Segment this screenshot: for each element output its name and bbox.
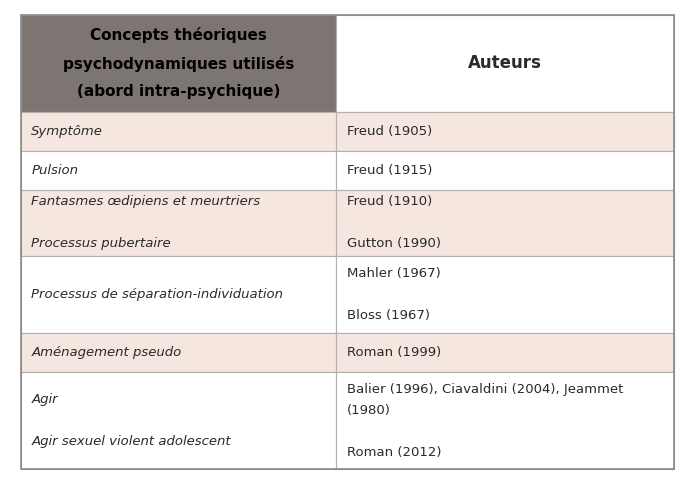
Text: Aménagement pseudo: Aménagement pseudo [31, 347, 181, 359]
Text: Agir

Agir sexuel violent adolescent: Agir Agir sexuel violent adolescent [31, 393, 231, 448]
Bar [336, 190, 674, 256]
Bar [21, 256, 336, 333]
Text: Freud (1910)

Gutton (1990): Freud (1910) Gutton (1990) [347, 195, 441, 250]
Bar [21, 333, 336, 372]
Bar [21, 112, 336, 151]
Bar [336, 256, 674, 333]
Text: Symptôme: Symptôme [31, 125, 103, 137]
Bar [336, 112, 674, 151]
Text: Pulsion: Pulsion [31, 164, 79, 177]
Text: Freud (1905): Freud (1905) [347, 125, 432, 137]
Bar [21, 15, 336, 112]
Bar [336, 333, 674, 372]
Bar [21, 151, 336, 190]
Bar [336, 372, 674, 469]
Text: Auteurs: Auteurs [468, 54, 542, 72]
Text: Fantasmes œdipiens et meurtriers

Processus pubertaire: Fantasmes œdipiens et meurtriers Process… [31, 195, 261, 250]
Bar [21, 190, 336, 256]
Bar [336, 15, 674, 112]
Text: Processus de séparation-individuation: Processus de séparation-individuation [31, 288, 284, 301]
Text: Roman (1999): Roman (1999) [347, 347, 441, 359]
Text: Mahler (1967)

Bloss (1967): Mahler (1967) Bloss (1967) [347, 267, 441, 322]
Bar [336, 151, 674, 190]
Text: Freud (1915): Freud (1915) [347, 164, 432, 177]
Bar [21, 372, 336, 469]
Text: Balier (1996), Ciavaldini (2004), Jeammet
(1980)

Roman (2012): Balier (1996), Ciavaldini (2004), Jeamme… [347, 383, 623, 459]
Text: Concepts théoriques
psychodynamiques utilisés
(abord intra-psychique): Concepts théoriques psychodynamiques uti… [63, 27, 294, 99]
